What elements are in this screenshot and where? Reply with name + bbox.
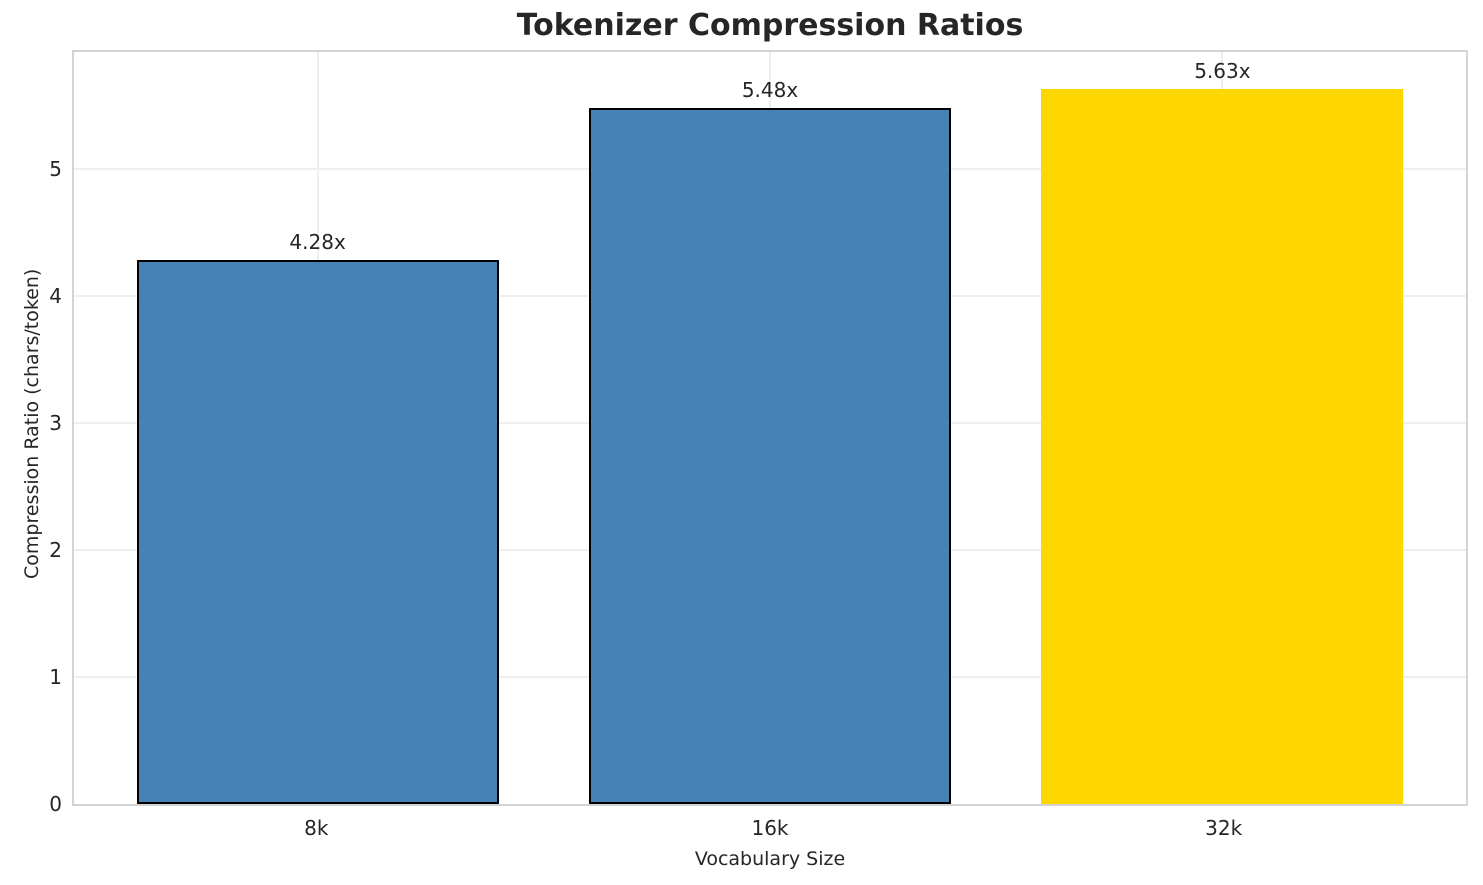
y-tick-label: 5 (49, 156, 62, 181)
x-axis-label: Vocabulary Size (694, 848, 846, 870)
bar-8k (136, 260, 499, 804)
y-tick-label: 4 (49, 283, 62, 308)
chart-title: Tokenizer Compression Ratios (516, 8, 1024, 43)
x-tick-label: 16k (751, 816, 789, 840)
bar-32k (1041, 88, 1404, 804)
plot-area: 4.28x 5.48x 5.63x (72, 50, 1468, 806)
bar-16k (589, 107, 951, 804)
x-tick-label: 32k (1205, 816, 1243, 840)
y-tick-label: 2 (49, 537, 62, 562)
y-tick-label: 1 (49, 664, 62, 689)
bar-value-label: 4.28x (289, 230, 346, 255)
bar-value-label: 5.63x (1194, 58, 1251, 83)
bar-value-label: 5.48x (741, 77, 799, 102)
y-tick-label: 3 (49, 410, 62, 435)
x-tick-label: 8k (304, 816, 329, 840)
y-tick-label: 0 (49, 792, 62, 816)
